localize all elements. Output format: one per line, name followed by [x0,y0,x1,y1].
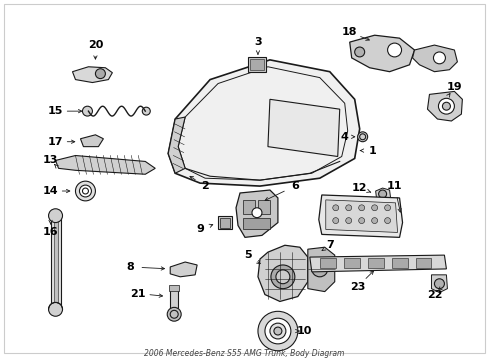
Polygon shape [309,255,446,272]
Circle shape [442,102,449,110]
Bar [343,258,359,268]
Circle shape [384,205,390,211]
Circle shape [371,205,377,211]
Polygon shape [168,60,359,186]
Circle shape [48,302,62,316]
Bar [243,200,254,214]
Bar [53,216,58,309]
Polygon shape [267,99,339,157]
Circle shape [378,190,386,198]
Circle shape [358,205,364,211]
Circle shape [433,279,444,289]
Text: 15: 15 [48,106,63,116]
Bar [169,285,179,291]
Polygon shape [170,262,197,277]
Text: 18: 18 [341,27,357,37]
Bar [391,258,407,268]
Circle shape [167,307,181,321]
Circle shape [80,185,91,197]
Polygon shape [430,275,447,293]
Circle shape [95,69,105,78]
Circle shape [332,218,338,224]
Polygon shape [72,67,112,82]
Polygon shape [412,45,456,72]
Text: 23: 23 [349,282,365,292]
Text: 7: 7 [325,240,333,250]
Polygon shape [307,247,334,292]
Circle shape [82,106,92,116]
Text: 2006 Mercedes-Benz S55 AMG Trunk, Body Diagram: 2006 Mercedes-Benz S55 AMG Trunk, Body D… [143,349,344,358]
Circle shape [345,218,351,224]
Bar [243,218,269,229]
Text: 21: 21 [130,289,146,298]
Text: 2: 2 [201,181,208,191]
Circle shape [270,265,294,289]
Bar [415,258,430,268]
Text: 9: 9 [196,225,203,234]
Circle shape [432,52,445,64]
Polygon shape [56,156,155,174]
Text: 6: 6 [290,181,298,191]
Circle shape [48,209,62,222]
Bar [50,216,61,309]
Circle shape [438,98,453,114]
Text: 22: 22 [426,289,441,300]
Text: 19: 19 [446,82,461,93]
Circle shape [311,261,327,277]
Polygon shape [236,190,277,237]
Circle shape [258,311,297,351]
Circle shape [371,218,377,224]
Text: 20: 20 [87,40,103,50]
Bar [170,287,178,309]
Bar [319,258,335,268]
Circle shape [251,208,262,218]
Circle shape [384,218,390,224]
Circle shape [357,132,367,142]
Bar [249,59,264,70]
Text: 5: 5 [244,250,251,260]
Bar [258,200,269,214]
Text: 4: 4 [340,132,348,142]
Circle shape [387,43,401,57]
Text: 11: 11 [386,181,402,191]
Polygon shape [81,135,103,147]
Circle shape [345,205,351,211]
Text: 8: 8 [126,262,134,272]
Text: 1: 1 [368,145,376,156]
Circle shape [264,318,290,344]
Text: 10: 10 [297,326,312,336]
Bar [220,218,229,228]
Circle shape [273,327,281,335]
Text: 3: 3 [254,37,261,47]
Polygon shape [168,117,185,173]
Text: 14: 14 [42,186,58,196]
Circle shape [332,205,338,211]
Bar [367,258,383,268]
Circle shape [354,47,364,57]
Polygon shape [318,195,402,237]
Bar [218,216,232,229]
Circle shape [358,218,364,224]
Polygon shape [427,91,462,121]
Text: 13: 13 [43,156,58,166]
Text: 16: 16 [42,228,58,238]
Circle shape [142,107,150,115]
Polygon shape [349,35,414,72]
Text: 12: 12 [351,183,366,193]
Polygon shape [258,245,307,301]
Text: 17: 17 [48,137,63,147]
Circle shape [275,270,289,284]
Circle shape [269,323,285,339]
Bar [247,57,265,72]
Polygon shape [375,188,390,201]
Polygon shape [325,200,397,233]
Circle shape [75,181,95,201]
